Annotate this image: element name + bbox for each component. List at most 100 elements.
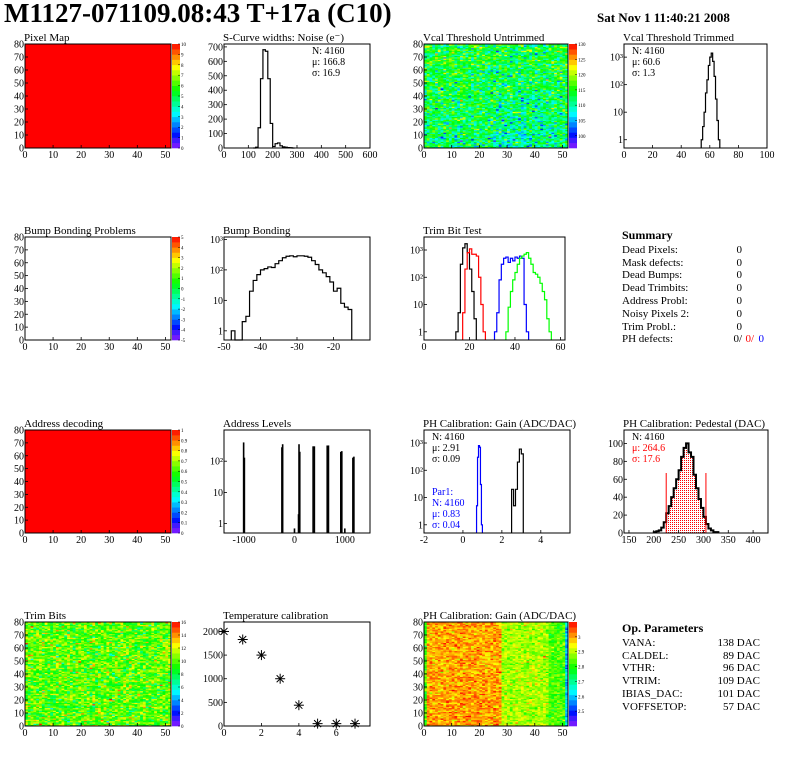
stats-line: μ: 264.6 (632, 443, 665, 454)
heatmap-cell (432, 60, 436, 63)
heatmap-cell (504, 105, 508, 107)
heatmap-cell (529, 124, 533, 127)
heatmap-cell (504, 85, 508, 88)
heatmap-cell (565, 83, 569, 85)
heatmap-cell (545, 89, 549, 92)
heatmap-cell (440, 132, 444, 134)
heatmap-cell (529, 89, 533, 92)
heatmap-cell (448, 70, 452, 72)
heatmap-cell (432, 120, 436, 123)
heatmap-cell (457, 118, 461, 120)
heatmap-cell (493, 112, 497, 115)
heatmap-cell (424, 145, 428, 147)
heatmap-cell (479, 128, 483, 131)
heatmap-cell (30, 627, 34, 629)
heatmap-cell (493, 94, 497, 97)
heatmap-cell (529, 83, 533, 85)
heatmap-cell (507, 46, 511, 49)
heatmap-cell (476, 79, 480, 81)
heatmap-cell (426, 64, 430, 67)
heatmap-cell (460, 80, 464, 82)
heatmap-cell (440, 118, 444, 120)
heatmap-cell (448, 99, 452, 102)
heatmap-cell (543, 136, 547, 138)
heatmap-cell (507, 71, 511, 73)
heatmap-cell (482, 85, 486, 88)
heatmap-cell (482, 44, 486, 46)
heatmap-cell (476, 140, 480, 142)
heatmap-cell (534, 137, 538, 140)
heatmap-cell (30, 709, 34, 711)
heatmap-cell (551, 111, 555, 114)
heatmap-cell (518, 125, 522, 128)
heatmap-cell (479, 138, 483, 141)
heatmap-cell (479, 49, 483, 51)
heatmap-cell (454, 116, 458, 119)
heatmap-cell (446, 124, 450, 127)
heatmap-cell (443, 71, 447, 73)
heatmap-cell (537, 85, 541, 88)
heatmap-cell (526, 97, 530, 99)
heatmap-cell (33, 698, 37, 701)
heatmap-cell (465, 138, 469, 141)
heatmap-cell (25, 711, 29, 714)
heatmap-cell (454, 72, 458, 75)
heatmap-cell (448, 137, 452, 140)
heatmap-cell (471, 68, 475, 71)
heatmap-cell (504, 119, 508, 121)
heatmap-cell (471, 49, 475, 51)
heatmap-cell (432, 124, 436, 127)
heatmap-cell (515, 131, 519, 133)
heatmap-cell (424, 86, 428, 89)
heatmap-cell (435, 76, 439, 79)
heatmap-cell (451, 80, 455, 82)
heatmap-cell (426, 45, 430, 47)
heatmap-cell (432, 98, 436, 101)
heatmap-cell (437, 106, 441, 108)
heatmap-cell (507, 58, 511, 60)
heatmap-cell (565, 55, 569, 58)
heatmap-cell (484, 57, 488, 59)
heatmap-cell (454, 137, 458, 140)
heatmap-cell (473, 142, 477, 145)
heatmap-cell (507, 118, 511, 120)
x-tick-label: 30 (104, 342, 114, 353)
heatmap-cell (440, 55, 444, 58)
heatmap-cell (424, 122, 428, 124)
histogram-series-1 (475, 445, 483, 533)
heatmap-cell (426, 66, 430, 68)
heatmap-cell (25, 722, 29, 724)
heatmap-cell (534, 97, 538, 99)
heatmap-cell (465, 109, 469, 111)
heatmap-cell (33, 711, 37, 714)
heatmap-cell (426, 120, 430, 123)
heatmap-cell (443, 73, 447, 76)
heatmap-cell (484, 94, 488, 97)
heatmap-cell (479, 62, 483, 64)
heatmap-cell (551, 60, 555, 63)
heatmap-cell (25, 623, 29, 625)
heatmap-cell (476, 94, 480, 97)
heatmap-cell (479, 44, 483, 46)
heatmap-cell (498, 110, 502, 112)
heatmap-cell (454, 128, 458, 131)
heatmap-cell (493, 99, 497, 102)
heatmap-cell (426, 68, 430, 71)
heatmap-cell (471, 107, 475, 110)
heatmap-cell (504, 59, 508, 62)
heatmap-cell (509, 109, 513, 111)
heatmap-cell (479, 63, 483, 66)
heatmap-cell (448, 105, 452, 107)
heatmap-cell (435, 136, 439, 138)
heatmap-cell (548, 79, 552, 81)
heatmap-cell (496, 97, 500, 99)
heatmap-cell (512, 60, 516, 63)
heatmap-cell (554, 47, 558, 50)
heatmap-cell (565, 44, 569, 46)
heatmap-cell (504, 106, 508, 108)
heatmap-cell (490, 72, 494, 75)
heatmap-cell (443, 97, 447, 99)
heatmap-cell (30, 676, 34, 679)
heatmap-cell (554, 46, 558, 49)
